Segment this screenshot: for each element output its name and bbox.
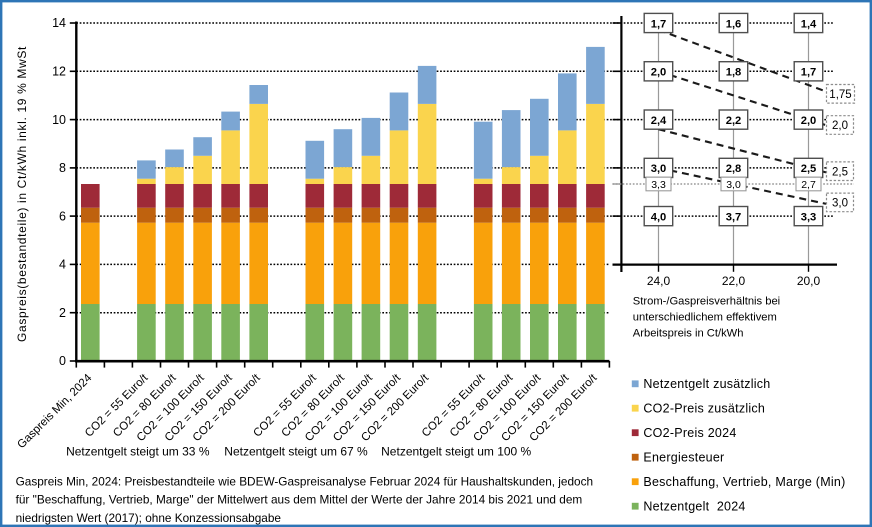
svg-text:0: 0 — [59, 354, 66, 368]
svg-text:für "Beschaffung, Vertrieb, Ma: für "Beschaffung, Vertrieb, Marge" der M… — [16, 493, 583, 507]
svg-text:1,4: 1,4 — [801, 18, 817, 30]
svg-text:4: 4 — [59, 258, 66, 272]
svg-text:3,3: 3,3 — [801, 211, 817, 223]
svg-text:1,8: 1,8 — [726, 67, 742, 79]
svg-text:20,0: 20,0 — [797, 274, 821, 288]
svg-text:3,0: 3,0 — [726, 179, 741, 191]
svg-text:2,0: 2,0 — [801, 115, 817, 127]
svg-text:Netzentgelt steigt um 67 %: Netzentgelt steigt um 67 % — [224, 445, 368, 459]
svg-text:10: 10 — [52, 113, 66, 127]
svg-text:2,5: 2,5 — [832, 166, 848, 178]
svg-text:2,0: 2,0 — [832, 120, 848, 132]
svg-text:24,0: 24,0 — [647, 274, 671, 288]
svg-text:3,0: 3,0 — [651, 163, 667, 175]
svg-text:niedrigsten Wert (2017); ohne: niedrigsten Wert (2017); ohne Konzession… — [16, 511, 282, 525]
svg-text:1,7: 1,7 — [651, 18, 667, 30]
svg-text:Netzentgelt zusätzlich: Netzentgelt zusätzlich — [643, 377, 770, 391]
svg-text:22,0: 22,0 — [722, 274, 746, 288]
svg-text:Energiesteuer: Energiesteuer — [643, 451, 724, 465]
svg-text:unterschiedlichem effektivem: unterschiedlichem effektivem — [633, 312, 777, 324]
svg-text:1,7: 1,7 — [801, 67, 817, 79]
svg-text:Gaspreis(bestandteile) in Ct/k: Gaspreis(bestandteile) in Ct/kWh inkl. 1… — [15, 46, 29, 342]
svg-text:Gaspreis Min, 2024: Preisbesta: Gaspreis Min, 2024: Preisbestandteile wi… — [16, 474, 593, 488]
svg-text:Netzentgelt steigt um 33 %: Netzentgelt steigt um 33 % — [66, 445, 210, 459]
svg-text:3,3: 3,3 — [651, 179, 666, 191]
svg-text:14: 14 — [52, 16, 66, 30]
svg-text:8: 8 — [59, 161, 66, 175]
svg-text:4,0: 4,0 — [651, 211, 667, 223]
svg-text:2,5: 2,5 — [801, 163, 817, 175]
svg-text:2,4: 2,4 — [651, 115, 667, 127]
svg-text:Netzentgelt steigt um 100 %: Netzentgelt steigt um 100 % — [381, 445, 531, 459]
svg-text:2,0: 2,0 — [651, 67, 667, 79]
svg-text:12: 12 — [52, 65, 66, 79]
svg-text:Arbeitspreis in Ct/kWh: Arbeitspreis in Ct/kWh — [633, 328, 744, 340]
svg-text:1,75: 1,75 — [829, 89, 851, 101]
svg-text:2,7: 2,7 — [801, 179, 816, 191]
svg-text:3,7: 3,7 — [726, 211, 742, 223]
svg-text:2,8: 2,8 — [726, 163, 742, 175]
svg-text:CO2-Preis zusätzlich: CO2-Preis zusätzlich — [643, 402, 765, 416]
svg-text:CO2-Preis 2024: CO2-Preis 2024 — [643, 426, 736, 440]
svg-text:Netzentgelt 2024: Netzentgelt 2024 — [643, 499, 745, 513]
svg-text:Beschaffung, Vertrieb, Marge (: Beschaffung, Vertrieb, Marge (Min) — [643, 475, 845, 489]
svg-text:2: 2 — [59, 306, 66, 320]
svg-text:3,0: 3,0 — [832, 198, 848, 210]
svg-text:2,2: 2,2 — [726, 115, 742, 127]
svg-text:1,6: 1,6 — [726, 18, 742, 30]
svg-text:6: 6 — [59, 209, 66, 223]
svg-text:Strom-/Gaspreisverhältnis bei: Strom-/Gaspreisverhältnis bei — [633, 296, 780, 308]
